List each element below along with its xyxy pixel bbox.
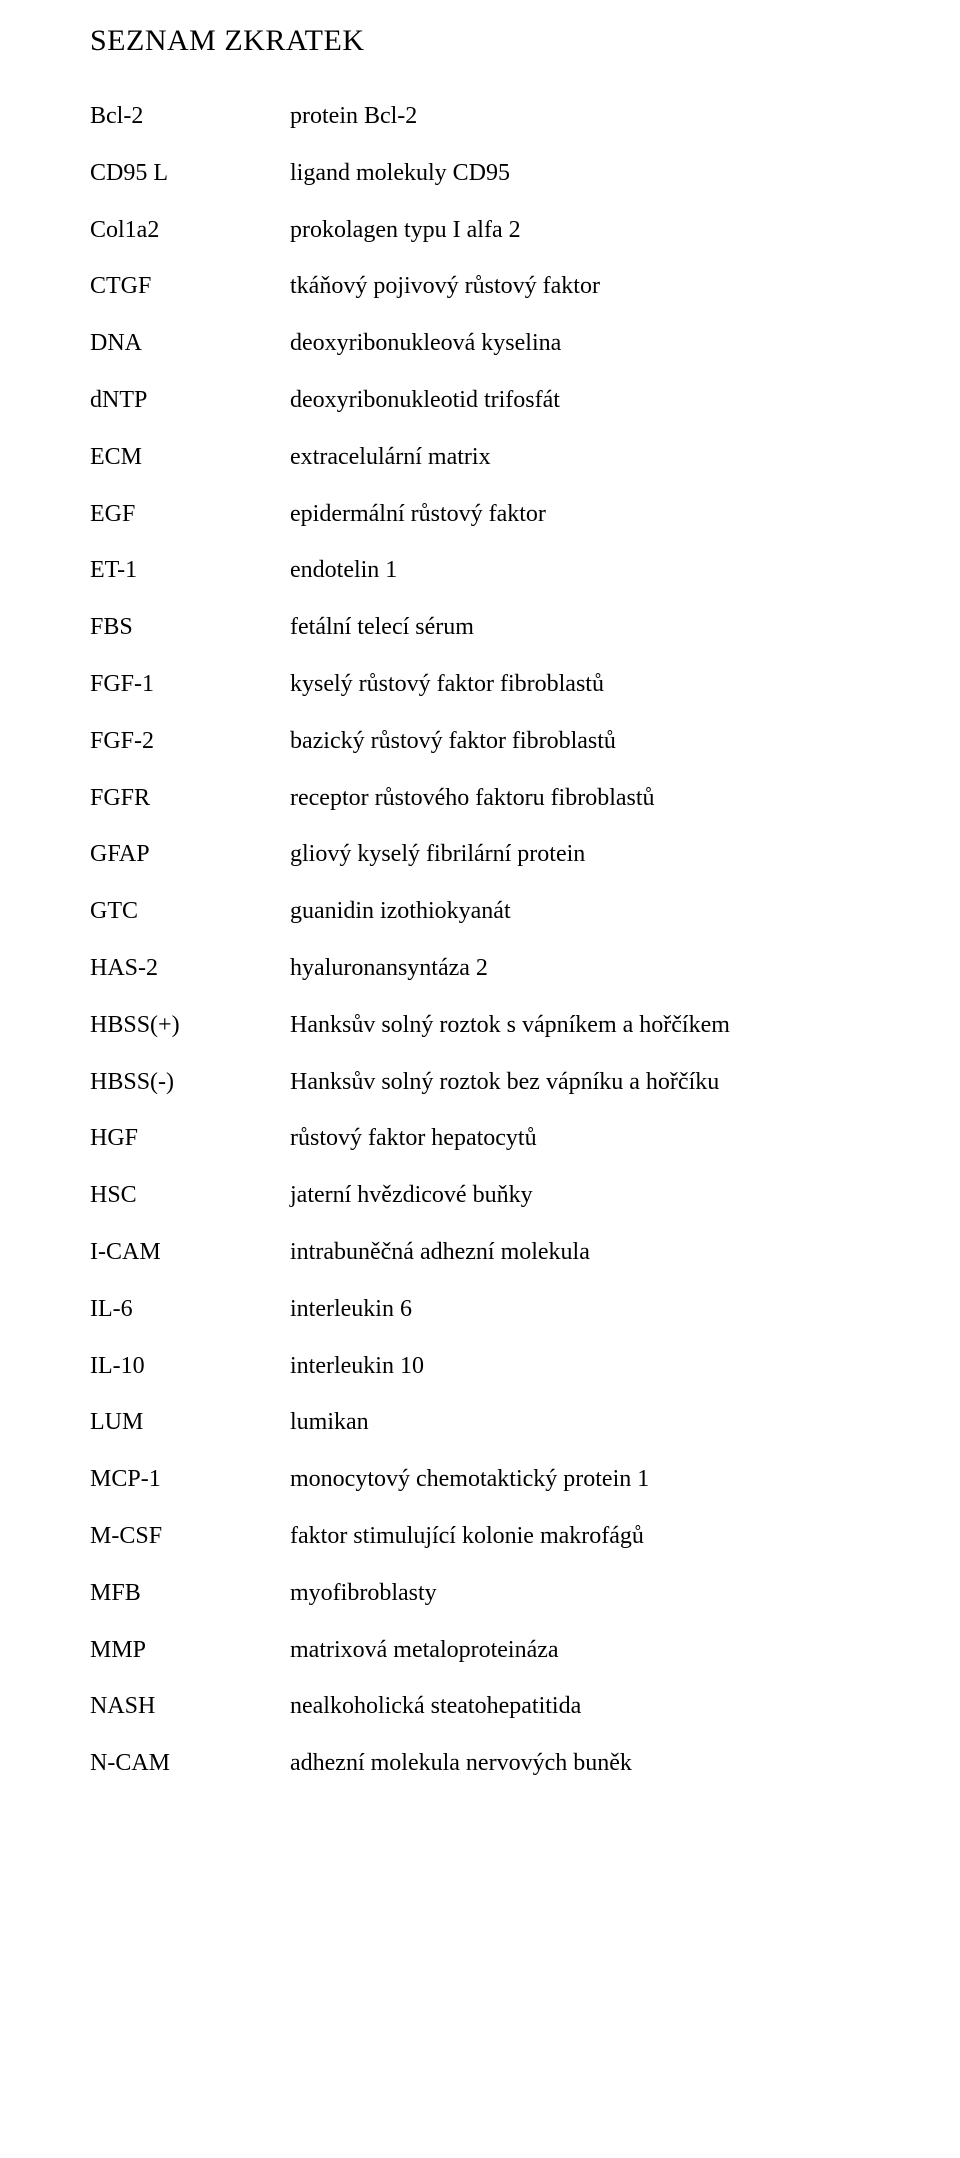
abbr-term: FGF-2: [90, 727, 280, 756]
abbr-definition: protein Bcl-2: [290, 102, 870, 131]
abbr-term: ECM: [90, 443, 280, 472]
abbr-term: NASH: [90, 1692, 280, 1721]
abbr-term: DNA: [90, 329, 280, 358]
abbr-definition: endotelin 1: [290, 556, 870, 585]
abbr-definition: nealkoholická steatohepatitida: [290, 1692, 870, 1721]
abbr-definition: epidermální růstový faktor: [290, 500, 870, 529]
abbr-definition: Hanksův solný roztok bez vápníku a hořčí…: [290, 1068, 870, 1097]
abbr-term: CTGF: [90, 272, 280, 301]
abbr-term: MCP-1: [90, 1465, 280, 1494]
abbr-term: Bcl-2: [90, 102, 280, 131]
abbr-definition: guanidin izothiokyanát: [290, 897, 870, 926]
abbr-definition: gliový kyselý fibrilární protein: [290, 840, 870, 869]
abbr-term: HBSS(-): [90, 1068, 280, 1097]
abbr-definition: deoxyribonukleová kyselina: [290, 329, 870, 358]
abbr-term: GTC: [90, 897, 280, 926]
abbr-definition: interleukin 10: [290, 1352, 870, 1381]
abbr-term: Col1a2: [90, 216, 280, 245]
abbr-term: M-CSF: [90, 1522, 280, 1551]
abbr-definition: růstový faktor hepatocytů: [290, 1124, 870, 1153]
page-title: SEZNAM ZKRATEK: [90, 24, 870, 58]
abbr-term: N-CAM: [90, 1749, 280, 1778]
abbr-term: FGFR: [90, 784, 280, 813]
abbr-definition: ligand molekuly CD95: [290, 159, 870, 188]
abbr-term: I-CAM: [90, 1238, 280, 1267]
abbr-term: ET-1: [90, 556, 280, 585]
abbr-definition: adhezní molekula nervových buněk: [290, 1749, 870, 1778]
abbr-definition: matrixová metaloproteináza: [290, 1636, 870, 1665]
abbr-term: dNTP: [90, 386, 280, 415]
abbr-term: FGF-1: [90, 670, 280, 699]
abbr-term: GFAP: [90, 840, 280, 869]
abbr-definition: tkáňový pojivový růstový faktor: [290, 272, 870, 301]
abbreviations-table: Bcl-2 protein Bcl-2 CD95 L ligand molekuly …: [90, 102, 870, 1778]
abbr-term: LUM: [90, 1408, 280, 1437]
abbr-definition: fetální telecí sérum: [290, 613, 870, 642]
abbr-term: IL-10: [90, 1352, 280, 1381]
abbr-term: CD95 L: [90, 159, 280, 188]
abbr-definition: Hanksův solný roztok s vápníkem a hořčík…: [290, 1011, 870, 1040]
abbr-definition: kyselý růstový faktor fibroblastů: [290, 670, 870, 699]
abbr-term: MMP: [90, 1636, 280, 1665]
abbr-definition: intrabuněčná adhezní molekula: [290, 1238, 870, 1267]
abbr-definition: deoxyribonukleotid trifosfát: [290, 386, 870, 415]
abbr-definition: prokolagen typu I alfa 2: [290, 216, 870, 245]
abbr-definition: hyaluronansyntáza 2: [290, 954, 870, 983]
abbr-definition: bazický růstový faktor fibroblastů: [290, 727, 870, 756]
abbr-definition: jaterní hvězdicové buňky: [290, 1181, 870, 1210]
abbr-definition: lumikan: [290, 1408, 870, 1437]
abbr-definition: extracelulární matrix: [290, 443, 870, 472]
abbr-term: HAS-2: [90, 954, 280, 983]
abbr-term: FBS: [90, 613, 280, 642]
abbr-definition: interleukin 6: [290, 1295, 870, 1324]
abbr-definition: faktor stimulující kolonie makrofágů: [290, 1522, 870, 1551]
abbr-definition: myofibroblasty: [290, 1579, 870, 1608]
abbr-term: HSC: [90, 1181, 280, 1210]
abbr-term: HBSS(+): [90, 1011, 280, 1040]
abbr-term: HGF: [90, 1124, 280, 1153]
abbr-definition: monocytový chemotaktický protein 1: [290, 1465, 870, 1494]
abbr-term: EGF: [90, 500, 280, 529]
abbr-term: MFB: [90, 1579, 280, 1608]
abbr-term: IL-6: [90, 1295, 280, 1324]
abbr-definition: receptor růstového faktoru fibroblastů: [290, 784, 870, 813]
page: SEZNAM ZKRATEK Bcl-2 protein Bcl-2 CD95 L l…: [0, 0, 960, 1818]
